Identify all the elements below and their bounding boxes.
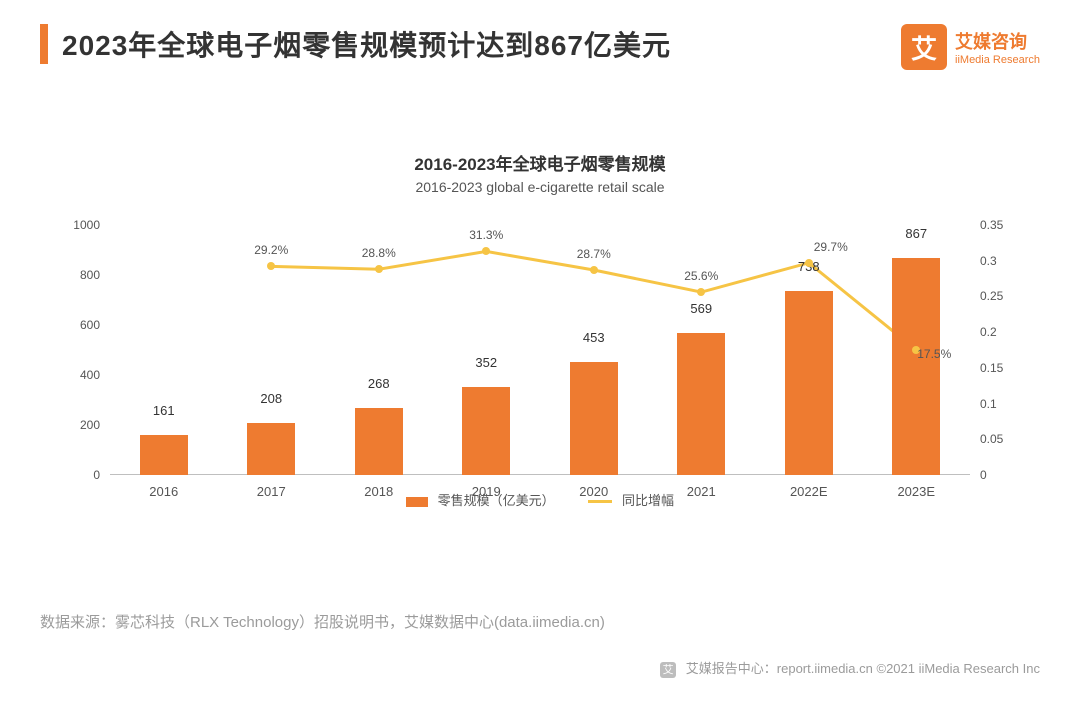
y-right-tick: 0.25: [980, 289, 1003, 303]
logo-mark: 艾: [901, 24, 947, 70]
y-right-tick: 0.15: [980, 361, 1003, 375]
logo-en: iiMedia Research: [955, 54, 1040, 66]
bar-value-label: 867: [905, 226, 927, 241]
bar: [462, 387, 510, 475]
line-marker: [697, 288, 705, 296]
y-right-tick: 0.3: [980, 254, 997, 268]
line-value-label: 28.8%: [362, 246, 396, 260]
footer-text: 艾媒报告中心：report.iimedia.cn ©2021 iiMedia R…: [686, 661, 1040, 676]
y-left-tick: 600: [80, 318, 100, 332]
line-value-label: 25.6%: [684, 269, 718, 283]
brand-logo: 艾 艾媒咨询 iiMedia Research: [901, 24, 1040, 70]
footer-logo-icon: 艾: [660, 662, 676, 678]
line-marker: [482, 247, 490, 255]
y-right-tick: 0: [980, 468, 987, 482]
bar: [355, 408, 403, 475]
chart: 0 200 400 600 800 1000 0 0.05 0.1 0.15 0.2 0.25 0.3 0…: [60, 215, 1020, 515]
legend-bar-swatch: [406, 497, 428, 507]
legend-line-label: 同比增幅: [622, 493, 674, 508]
chart-block: 2016-2023年全球电子烟零售规模 2016-2023 global e-c…: [60, 150, 1020, 515]
line-value-label: 17.5%: [917, 347, 951, 361]
line-value-label: 28.7%: [577, 247, 611, 261]
logo-text: 艾媒咨询 iiMedia Research: [955, 28, 1040, 66]
plot-area: 0200400600800100000.050.10.150.20.250.30…: [110, 225, 970, 475]
y-left-tick: 1000: [73, 218, 100, 232]
page: 2023年全球电子烟零售规模预计达到867亿美元 艾 艾媒咨询 iiMedia …: [0, 0, 1080, 702]
bar: [570, 362, 618, 475]
line-value-label: 29.2%: [254, 244, 288, 258]
y-right-tick: 0.2: [980, 325, 997, 339]
line-value-label: 29.7%: [814, 240, 848, 254]
bar: [892, 258, 940, 475]
line-svg: [110, 225, 970, 475]
data-source: 数据来源：雾芯科技（RLX Technology）招股说明书，艾媒数据中心(da…: [40, 611, 605, 632]
y-left-tick: 800: [80, 268, 100, 282]
y-right-tick: 0.1: [980, 397, 997, 411]
bar: [247, 423, 295, 475]
legend-bar-label: 零售规模（亿美元）: [438, 493, 555, 508]
y-right-tick: 0.35: [980, 218, 1003, 232]
page-title: 2023年全球电子烟零售规模预计达到867亿美元: [62, 24, 671, 64]
chart-title-en: 2016-2023 global e-cigarette retail scal…: [60, 179, 1020, 195]
bar: [677, 333, 725, 475]
bar-value-label: 352: [475, 355, 497, 370]
legend: 零售规模（亿美元） 同比增幅: [0, 490, 1080, 509]
line-value-label: 31.3%: [469, 229, 503, 243]
bar-value-label: 268: [368, 376, 390, 391]
title-wrap: 2023年全球电子烟零售规模预计达到867亿美元: [40, 24, 671, 64]
bar-value-label: 208: [260, 391, 282, 406]
legend-line-swatch: [588, 500, 612, 503]
y-left-tick: 400: [80, 368, 100, 382]
line-marker: [590, 266, 598, 274]
chart-title-cn: 2016-2023年全球电子烟零售规模: [60, 150, 1020, 175]
line-marker: [267, 262, 275, 270]
accent-bar: [40, 24, 48, 64]
line-marker: [805, 259, 813, 267]
bar-value-label: 569: [690, 301, 712, 316]
logo-cn: 艾媒咨询: [955, 28, 1040, 54]
y-left-tick: 200: [80, 418, 100, 432]
line-marker: [375, 265, 383, 273]
footer: 艾 艾媒报告中心：report.iimedia.cn ©2021 iiMedia…: [660, 658, 1040, 678]
bar: [140, 435, 188, 475]
y-right-tick: 0.05: [980, 432, 1003, 446]
y-left-tick: 0: [93, 468, 100, 482]
bar: [785, 291, 833, 476]
header: 2023年全球电子烟零售规模预计达到867亿美元 艾 艾媒咨询 iiMedia …: [40, 24, 1040, 70]
bar-value-label: 453: [583, 330, 605, 345]
bar-value-label: 161: [153, 403, 175, 418]
